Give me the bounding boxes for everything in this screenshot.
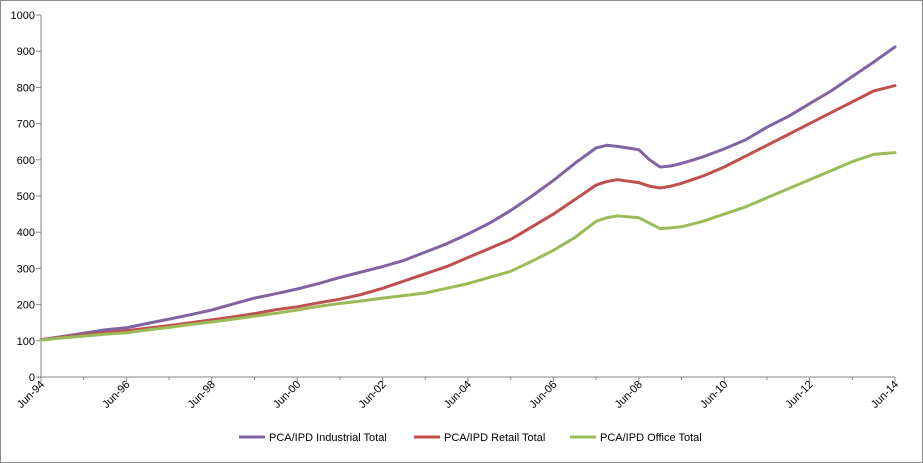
series-line-3 [39,151,897,342]
x-tick-label: Jun-98 [186,379,218,411]
legend-label-3: PCA/IPD Office Total [600,432,702,444]
series-line-2 [39,84,897,342]
x-tick-label: Jun-08 [613,379,645,411]
y-tick-label: 200 [17,300,35,312]
legend-label-1: PCA/IPD Industrial Total [269,432,387,444]
y-tick-label: 500 [17,191,35,203]
y-tick-label: 300 [17,263,35,275]
y-tick-label: 600 [17,155,35,167]
y-tick-label: 100 [17,336,35,348]
x-tick-label: Jun-00 [271,379,303,411]
legend: PCA/IPD Industrial Total PCA/IPD Retail T… [239,432,702,444]
x-tick-label: Jun-10 [698,379,730,411]
y-tick-label: 700 [17,119,35,131]
y-tick-label: 400 [17,227,35,239]
series-lines [39,45,897,342]
y-tick-label: 800 [17,82,35,94]
x-tick-label: Jun-14 [869,379,901,411]
y-tick-label: 1000 [11,10,35,22]
y-tick-label: 0 [29,372,35,384]
legend-label-2: PCA/IPD Retail Total [444,432,545,444]
y-tick-label: 900 [17,46,35,58]
x-tick-label: Jun-04 [442,379,474,411]
x-tick-label: Jun-96 [100,379,132,411]
x-tick-label: Jun-06 [527,379,559,411]
series-line-1 [39,45,897,342]
x-tick-label: Jun-12 [783,379,815,411]
x-tick-label: Jun-02 [356,379,388,411]
